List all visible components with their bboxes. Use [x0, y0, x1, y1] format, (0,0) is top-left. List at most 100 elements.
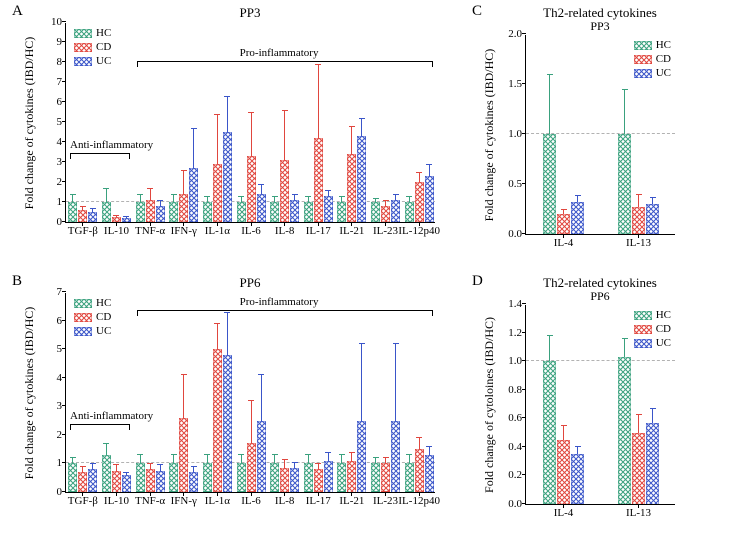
- legend-text: CD: [656, 323, 671, 335]
- error-bar: [549, 335, 550, 361]
- error-cap: [315, 463, 321, 464]
- error-bar: [318, 64, 319, 138]
- x-tick-mark: [419, 222, 420, 226]
- bar: [78, 472, 87, 492]
- error-cap: [70, 457, 76, 458]
- legend-text: HC: [96, 27, 111, 39]
- error-cap: [147, 463, 153, 464]
- y-tick-mark: [62, 101, 66, 102]
- annotation-pro: Pro-inflammatory: [240, 296, 319, 308]
- bar: [290, 200, 299, 222]
- bar: [557, 440, 570, 504]
- error-bar: [351, 126, 352, 154]
- x-tick-mark: [183, 222, 184, 226]
- legend: HCCDUC: [634, 309, 671, 351]
- x-tick-mark: [638, 504, 639, 508]
- error-bar: [395, 194, 396, 200]
- error-bar: [284, 459, 285, 468]
- bar: [632, 433, 645, 504]
- error-cap: [204, 454, 210, 455]
- error-cap: [325, 190, 331, 191]
- y-tick-mark: [522, 446, 526, 447]
- error-bar: [227, 96, 228, 132]
- y-tick-label: 0.0: [508, 498, 526, 510]
- y-tick-mark: [522, 83, 526, 84]
- error-cap: [248, 400, 254, 401]
- y-tick-mark: [62, 377, 66, 378]
- bar: [391, 200, 400, 222]
- error-bar: [72, 458, 73, 464]
- error-bar: [624, 89, 625, 134]
- legend-item-cd: CD: [74, 311, 111, 323]
- error-bar: [193, 466, 194, 472]
- legend-item-uc: UC: [74, 55, 111, 67]
- chart-title: PP6: [65, 275, 435, 291]
- error-cap: [575, 446, 581, 447]
- y-tick-label: 0.4: [508, 441, 526, 453]
- error-bar: [284, 110, 285, 160]
- y-tick-mark: [62, 141, 66, 142]
- error-cap: [214, 114, 220, 115]
- error-cap: [181, 374, 187, 375]
- y-axis-label: Fold change of cytoloines (IBD/HC): [482, 305, 497, 505]
- error-bar: [577, 195, 578, 202]
- x-tick-mark: [563, 504, 564, 508]
- bar: [257, 421, 266, 492]
- y-tick-mark: [62, 434, 66, 435]
- bar: [146, 200, 155, 222]
- error-cap: [258, 374, 264, 375]
- x-tick-mark: [563, 234, 564, 238]
- error-cap: [258, 184, 264, 185]
- y-tick-label: 1.0: [508, 355, 526, 367]
- error-cap: [103, 188, 109, 189]
- error-bar: [217, 114, 218, 164]
- legend-item-cd: CD: [634, 53, 671, 65]
- error-bar: [261, 375, 262, 421]
- plot-area: 0.00.51.01.52.0IL-4IL-13HCCDUC: [525, 35, 675, 235]
- x-tick-mark: [351, 222, 352, 226]
- error-cap: [339, 196, 345, 197]
- error-cap: [157, 464, 163, 465]
- bar: [557, 214, 570, 234]
- error-cap: [575, 195, 581, 196]
- y-tick-mark: [62, 291, 66, 292]
- x-tick-mark: [385, 222, 386, 226]
- x-tick-mark: [82, 222, 83, 226]
- error-cap: [137, 454, 143, 455]
- bar: [314, 138, 323, 222]
- error-bar: [274, 196, 275, 202]
- bar: [179, 194, 188, 222]
- error-cap: [416, 172, 422, 173]
- bar: [136, 463, 145, 492]
- error-bar: [82, 466, 83, 472]
- error-bar: [106, 443, 107, 454]
- error-cap: [393, 343, 399, 344]
- error-bar: [251, 401, 252, 444]
- bar: [337, 463, 346, 492]
- bar: [347, 154, 356, 222]
- error-cap: [80, 466, 86, 467]
- bar: [571, 454, 584, 504]
- error-cap: [547, 335, 553, 336]
- y-tick-mark: [62, 491, 66, 492]
- error-bar: [261, 184, 262, 194]
- error-cap: [137, 194, 143, 195]
- error-bar: [328, 452, 329, 461]
- error-cap: [406, 196, 412, 197]
- error-bar: [126, 216, 127, 218]
- error-cap: [103, 443, 109, 444]
- error-cap: [622, 338, 628, 339]
- bracket-anti-v: [70, 424, 71, 430]
- y-axis-label: Fold change of cytokines (IBD/HC): [22, 293, 37, 493]
- bar: [543, 134, 556, 234]
- y-tick-mark: [62, 348, 66, 349]
- y-tick-label: 9: [57, 36, 67, 48]
- error-cap: [349, 126, 355, 127]
- error-bar: [638, 414, 639, 433]
- bar: [646, 423, 659, 504]
- bar: [371, 202, 380, 222]
- plot-area: 01234567TGF-βIL-10TNF-αIFN-γIL-1αIL-6IL-…: [65, 293, 435, 493]
- error-cap: [224, 312, 230, 313]
- error-cap: [238, 454, 244, 455]
- legend-swatch: [634, 55, 652, 64]
